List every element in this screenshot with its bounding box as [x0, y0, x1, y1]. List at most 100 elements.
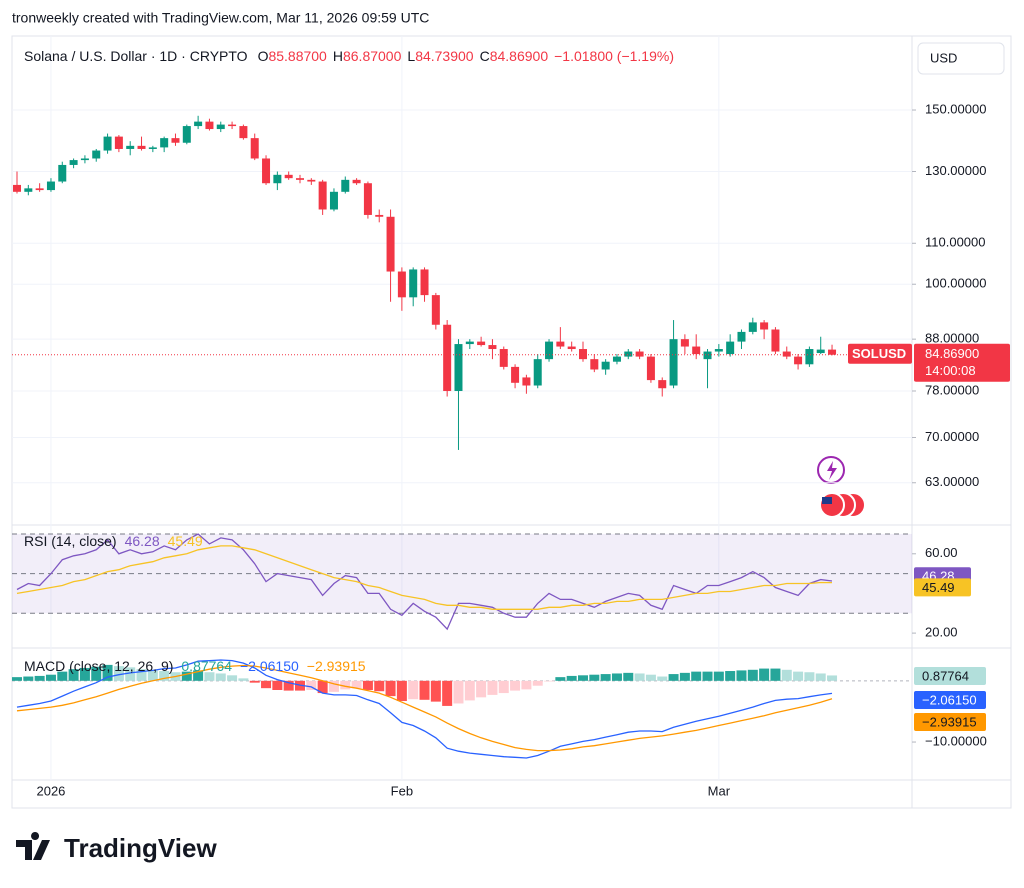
- histogram-bar: [510, 680, 521, 691]
- histogram-bar: [79, 667, 90, 681]
- candle-body: [194, 121, 203, 127]
- histogram-bar: [442, 680, 453, 706]
- histogram-bar: [419, 680, 430, 700]
- candle-body: [646, 356, 655, 381]
- y-tick-label: 150.00000: [925, 101, 986, 116]
- chart-frame: [11, 35, 1012, 809]
- candle-body: [363, 183, 372, 215]
- histogram-bar: [668, 674, 679, 681]
- histogram-bar: [34, 675, 45, 681]
- y-tick-label: 110.00000: [925, 235, 986, 250]
- candle-body: [579, 349, 587, 360]
- legend-value: 45.49: [168, 533, 203, 549]
- value-tag-bg: [914, 691, 986, 709]
- candle-body: [171, 138, 180, 143]
- candle-body: [80, 158, 89, 161]
- histogram-bar: [679, 672, 690, 681]
- candle-body: [658, 380, 667, 389]
- histogram-bar: [453, 680, 464, 704]
- histogram-bar: [600, 674, 611, 681]
- histogram-bar: [306, 680, 317, 690]
- histogram-bar: [827, 675, 838, 681]
- symbol-tag: SOLUSD: [852, 346, 906, 361]
- y-tick-label: 20.00: [925, 625, 958, 640]
- histogram-bar: [691, 671, 702, 681]
- histogram-bar: [340, 680, 351, 690]
- candle-body: [58, 164, 67, 182]
- histogram-bar: [317, 680, 328, 694]
- candle-body: [307, 179, 316, 182]
- candle-body: [511, 366, 520, 383]
- line: [16, 545, 833, 610]
- candle-body: [46, 181, 55, 191]
- histogram-bar: [781, 669, 792, 681]
- candle-body: [114, 136, 123, 149]
- candle-body: [103, 136, 112, 151]
- candle-body: [624, 351, 633, 357]
- candle-body: [35, 188, 44, 191]
- currency-button[interactable]: [917, 42, 1005, 75]
- histogram-bar: [759, 668, 770, 681]
- histogram-bar: [362, 680, 373, 690]
- histogram-bar: [351, 680, 362, 689]
- logo-mark: [16, 832, 50, 860]
- legend-change: −1.01800 (−1.19%): [554, 48, 674, 64]
- histogram-bar: [544, 680, 555, 682]
- candle-body: [239, 126, 248, 139]
- legend-value: 46.28: [125, 533, 160, 549]
- candle-body: [126, 145, 135, 149]
- histogram-bar: [815, 673, 826, 681]
- candle-body: [92, 150, 101, 159]
- candle-body: [477, 341, 486, 346]
- currency-label[interactable]: USD: [930, 50, 957, 65]
- candle-body: [205, 121, 214, 130]
- histogram-bar: [23, 676, 34, 681]
- candle-body: [318, 181, 327, 210]
- histogram-bar: [57, 671, 68, 681]
- histogram-bar: [215, 673, 226, 681]
- histogram-bar: [430, 680, 441, 702]
- histogram-bar: [702, 671, 713, 681]
- candle-body: [228, 124, 237, 127]
- candle-body: [680, 339, 689, 347]
- histogram-bar: [634, 673, 645, 681]
- legend-value: 84.73900: [415, 48, 474, 64]
- x-tick-label: 2026: [36, 783, 65, 798]
- value-tag-bg: [914, 713, 986, 731]
- line: [16, 664, 833, 752]
- histogram-bar: [113, 666, 124, 681]
- line: [16, 659, 833, 759]
- candle-body: [273, 174, 282, 184]
- candle-body: [488, 345, 497, 350]
- candle-body: [409, 269, 418, 298]
- candle-body: [590, 359, 599, 370]
- candle-body: [828, 349, 837, 355]
- candle-body: [69, 160, 78, 165]
- histogram-bar: [91, 666, 102, 681]
- legend-value: −2.06150: [240, 658, 299, 674]
- histogram-bar: [136, 669, 147, 681]
- histogram-bar: [476, 680, 487, 698]
- y-tick-label: 70.00000: [925, 429, 979, 444]
- histogram-bar: [374, 680, 385, 692]
- candle-body: [148, 147, 157, 149]
- candle-body: [182, 126, 191, 143]
- alert-bolt: [827, 461, 837, 480]
- candle-body: [386, 216, 395, 272]
- candle-body: [805, 349, 814, 365]
- histogram-bar: [623, 672, 634, 681]
- legend-value: 0.87764: [181, 658, 232, 674]
- candle-body: [760, 322, 769, 330]
- candle-body: [284, 174, 293, 179]
- histogram-bar: [147, 670, 158, 681]
- candle-body: [601, 361, 610, 370]
- y-tick-label: 63.00000: [925, 474, 979, 489]
- value-tag: 45.49: [922, 580, 955, 595]
- flag-icon[interactable]: [819, 492, 845, 518]
- candle-body: [329, 191, 338, 210]
- legend-key: H: [333, 48, 343, 64]
- histogram-bar: [193, 670, 204, 681]
- price-tag: 84.86900: [925, 346, 979, 361]
